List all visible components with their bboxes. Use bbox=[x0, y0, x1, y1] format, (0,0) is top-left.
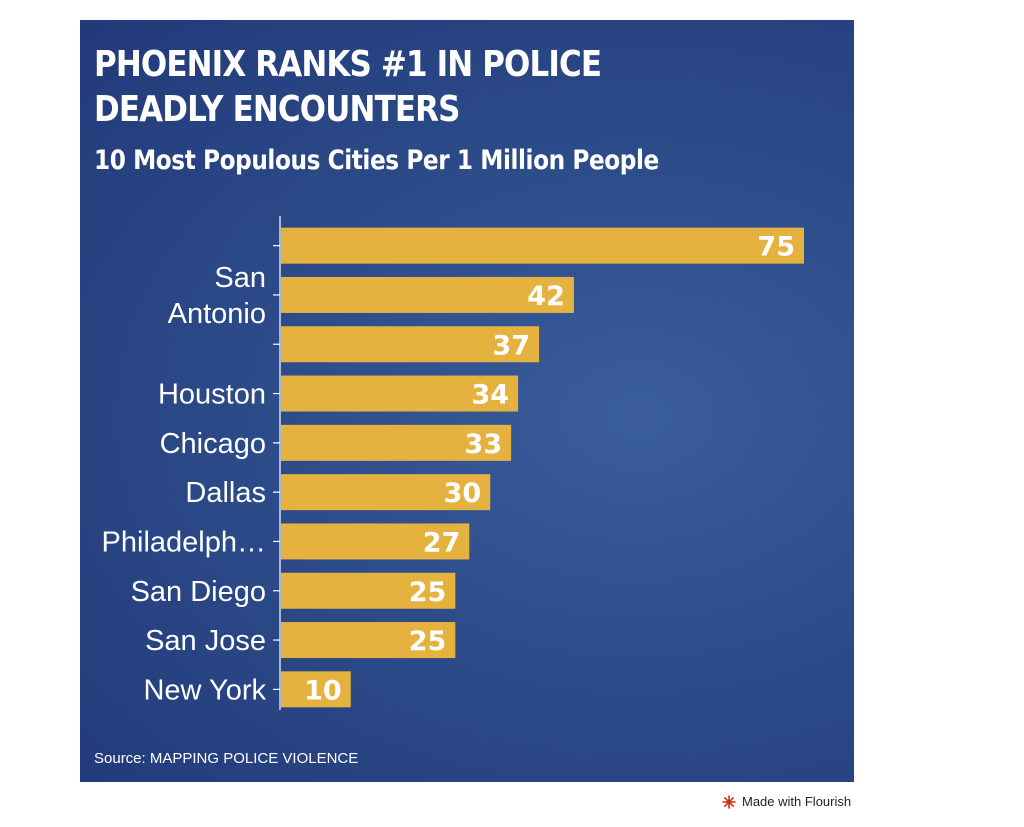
bar[interactable] bbox=[281, 474, 491, 511]
category-label: Chicago bbox=[160, 428, 266, 460]
bar-chart: 75 42 37 34 33 30 27 25 25 10 San Antonio Houston Chi… bbox=[102, 216, 804, 710]
bar-value-label: 75 bbox=[757, 232, 795, 263]
bar-value-label: 10 bbox=[304, 675, 342, 706]
chart-subtitle: 10 Most Populous Cities Per 1 Million Pe… bbox=[94, 145, 659, 176]
bars-layer: 75 42 37 34 33 30 27 25 25 10 San Antonio Houston Chi… bbox=[102, 216, 804, 710]
bar-value-label: 25 bbox=[409, 577, 447, 608]
bar[interactable] bbox=[281, 375, 519, 412]
bar[interactable] bbox=[281, 523, 470, 560]
bar[interactable] bbox=[281, 572, 456, 609]
bar-value-label: 37 bbox=[492, 330, 530, 361]
category-label: San Jose bbox=[145, 625, 266, 657]
chart-card: PHOENIX RANKS #1 IN POLICE DEADLY ENCOUN… bbox=[80, 20, 854, 782]
category-label: San Antonio bbox=[168, 262, 266, 330]
bar-value-label: 27 bbox=[423, 527, 461, 558]
bar-value-label: 42 bbox=[527, 281, 565, 312]
made-with-flourish-link[interactable]: Made with Flourish bbox=[722, 794, 851, 809]
bar[interactable] bbox=[281, 276, 574, 313]
category-label: San Diego bbox=[131, 576, 266, 608]
made-with-flourish-label: Made with Flourish bbox=[742, 794, 852, 809]
bar[interactable] bbox=[281, 227, 804, 264]
category-label: New York bbox=[143, 674, 266, 706]
category-label: Houston bbox=[158, 379, 266, 411]
category-label: Philadelph… bbox=[102, 526, 266, 558]
category-label: Dallas bbox=[185, 477, 266, 509]
flourish-logo-icon bbox=[722, 794, 736, 809]
chart-title: PHOENIX RANKS #1 IN POLICE DEADLY ENCOUN… bbox=[94, 44, 602, 130]
bar[interactable] bbox=[281, 671, 351, 708]
bar-value-label: 25 bbox=[409, 626, 447, 657]
bar-value-label: 30 bbox=[444, 478, 482, 509]
bar-value-label: 33 bbox=[465, 429, 503, 460]
bar[interactable] bbox=[281, 326, 540, 363]
source-note: Source: MAPPING POLICE VIOLENCE bbox=[94, 750, 359, 767]
bar-value-label: 34 bbox=[472, 380, 510, 411]
bar[interactable] bbox=[281, 424, 512, 461]
bar[interactable] bbox=[281, 622, 456, 659]
